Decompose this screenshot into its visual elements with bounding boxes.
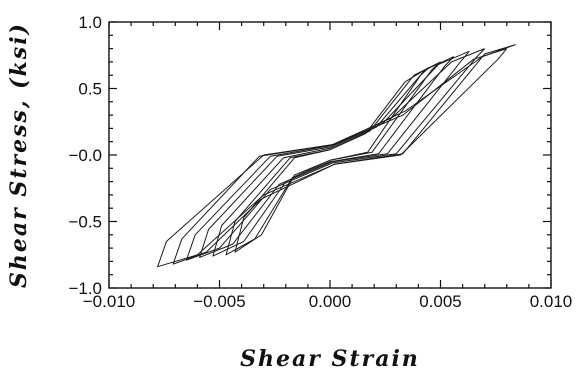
x-tick-label: 0.000 <box>309 292 352 311</box>
series-line-7 <box>234 66 430 253</box>
x-tick-label: 0.010 <box>530 292 573 311</box>
y-tick-label: −0.5 <box>68 213 102 232</box>
series-line-2 <box>172 44 516 265</box>
y-tick-label: −0.0 <box>68 146 102 165</box>
x-axis-title: Shear Strain <box>240 346 420 372</box>
axis-ticks <box>108 21 552 289</box>
series-line-6 <box>225 61 441 256</box>
y-tick-label: 1.0 <box>78 13 102 32</box>
y-tick-label: −1.0 <box>68 279 102 298</box>
x-tick-label: −0.005 <box>193 292 245 311</box>
y-tick-label: 0.5 <box>78 80 102 99</box>
series-line-1 <box>157 48 508 268</box>
x-tick-label: 0.005 <box>419 292 462 311</box>
series-line-5 <box>212 56 455 257</box>
series-group <box>157 44 516 268</box>
tick-labels: −0.010 −0.005 0.000 0.005 0.010 −1.0 −0.5 −0.0 0… <box>68 13 572 311</box>
x-tick-label: −0.010 <box>83 292 135 311</box>
y-axis-title: Shear Stress, (ksi) <box>6 22 32 288</box>
series-line-4 <box>199 50 470 258</box>
plot-frame <box>108 21 552 289</box>
